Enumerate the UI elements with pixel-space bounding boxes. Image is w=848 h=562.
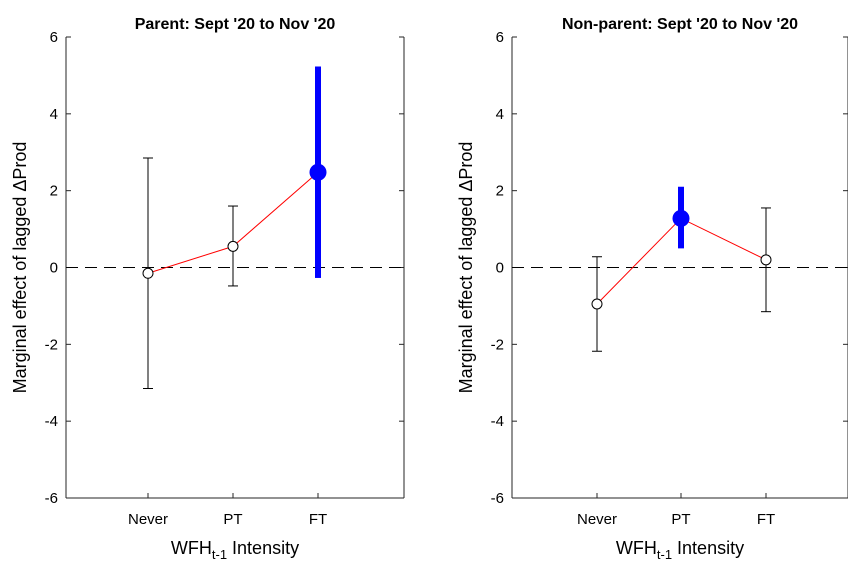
chart-title: Parent: Sept '20 to Nov '20	[135, 16, 336, 33]
y-tick-label: -4	[491, 413, 504, 430]
y-tick-label: -6	[491, 490, 504, 507]
x-tick-label: Never	[128, 511, 168, 528]
x-tick-label: Never	[577, 511, 617, 528]
chart-title: Non-parent: Sept '20 to Nov '20	[562, 16, 798, 33]
x-axis-label: WFHt-1 Intensity	[171, 538, 299, 562]
y-tick-label: -6	[45, 490, 58, 507]
y-tick-label: 0	[496, 260, 504, 277]
data-point-ft	[309, 163, 327, 181]
y-tick-label: 2	[496, 183, 504, 200]
x-tick-label: FT	[757, 511, 775, 528]
y-tick-label: 4	[50, 106, 58, 123]
x-tick-label: PT	[671, 511, 690, 528]
y-tick-label: 6	[50, 29, 58, 46]
y-tick-label: -2	[45, 336, 58, 353]
y-tick-label: -4	[45, 413, 58, 430]
chart-panel-1: Parent: Sept '20 to Nov '20 -6 -4 -2 0 2 4 6 Nev…	[10, 16, 405, 562]
data-point-ft	[760, 254, 772, 266]
x-tick-label: FT	[309, 511, 327, 528]
y-tick-label: 0	[50, 260, 58, 277]
data-point-pt	[672, 209, 690, 227]
y-axis-label: Marginal effect of lagged ΔProd	[456, 142, 476, 394]
x-axis-label: WFHt-1 Intensity	[616, 538, 744, 562]
y-tick-label: 4	[496, 106, 504, 123]
chart-panel-2: Non-parent: Sept '20 to Nov '20 -6 -4 -2 0 2 4…	[456, 16, 848, 562]
y-tick-label: 2	[50, 183, 58, 200]
data-point-never	[591, 298, 603, 310]
y-axis-label: Marginal effect of lagged ΔProd	[10, 142, 30, 394]
x-tick-label: PT	[223, 511, 242, 528]
y-tick-label: -2	[491, 336, 504, 353]
data-point-pt	[227, 240, 239, 252]
data-point-never	[142, 267, 154, 279]
y-tick-label: 6	[496, 29, 504, 46]
